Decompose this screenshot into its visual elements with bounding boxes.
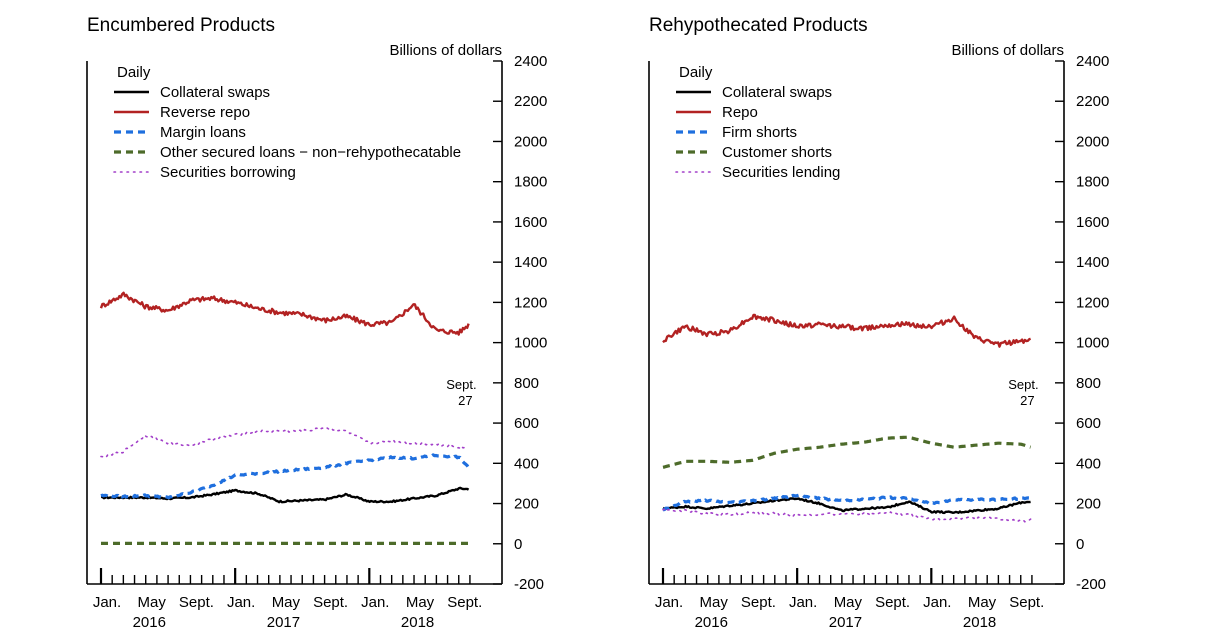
series-line-repo (662, 313, 1032, 348)
x-month-label: Sept. (875, 594, 910, 611)
x-month-label: Jan. (227, 594, 255, 611)
legend-entry: Other secured loans − non−rehypothecatab… (160, 144, 461, 161)
x-month-label: Sept. (741, 594, 776, 611)
series-line-securities-borrowing (100, 427, 470, 459)
series-line-firm-shorts (662, 493, 1032, 512)
x-month-label: Jan. (361, 594, 389, 611)
x-month-label: Sept. (313, 594, 348, 611)
y-tick-label: 1600 (514, 214, 547, 231)
x-year-label: 2017 (267, 614, 300, 630)
date-annotation-line-1: Sept. (1008, 377, 1038, 392)
y-tick-label: 800 (1076, 375, 1101, 392)
x-year-label: 2018 (401, 614, 434, 630)
y-tick-label: 1600 (1076, 214, 1109, 231)
y-tick-label: 1400 (1076, 254, 1109, 271)
y-tick-label: -200 (1076, 576, 1106, 593)
y-tick-label: 2200 (514, 93, 547, 110)
x-year-label: 2016 (133, 614, 166, 630)
date-annotation-line-2: 27 (458, 393, 472, 408)
legend-entry: Securities borrowing (160, 164, 296, 181)
x-month-label: Jan. (655, 594, 683, 611)
y-tick-label: 1000 (514, 335, 547, 352)
x-year-label: 2016 (695, 614, 728, 630)
y-axis-unit-label: Billions of dollars (389, 42, 502, 59)
y-tick-label: 1200 (1076, 294, 1109, 311)
legend-entry: Customer shorts (722, 144, 832, 161)
x-year-label: 2017 (829, 614, 862, 630)
y-tick-label: 1400 (514, 254, 547, 271)
series-line-margin-loans (100, 453, 470, 500)
y-tick-label: 2200 (1076, 93, 1109, 110)
date-annotation-line-2: 27 (1020, 393, 1034, 408)
series-line-collateral-swaps (662, 497, 1031, 515)
legend-entry: Firm shorts (722, 124, 797, 141)
y-tick-label: 2400 (514, 53, 547, 70)
y-tick-label: 2400 (1076, 53, 1109, 70)
x-month-label: Sept. (1009, 594, 1044, 611)
y-tick-label: 200 (514, 496, 539, 513)
series-line-collateral-swaps (100, 486, 470, 504)
y-tick-label: -200 (514, 576, 544, 593)
y-tick-label: 600 (1076, 415, 1101, 432)
series-line-securities-lending (662, 508, 1032, 523)
y-tick-label: 0 (514, 536, 522, 553)
legend-entry: Repo (722, 104, 758, 121)
y-tick-label: 600 (514, 415, 539, 432)
x-month-label: May (700, 594, 729, 611)
x-month-label: May (138, 594, 167, 611)
x-month-label: May (834, 594, 863, 611)
x-month-label: Jan. (93, 594, 121, 611)
y-tick-label: 2000 (514, 133, 547, 150)
legend-entry: Margin loans (160, 124, 246, 141)
y-tick-label: 2000 (1076, 133, 1109, 150)
x-month-label: May (406, 594, 435, 611)
legend-entry: Securities lending (722, 164, 840, 181)
y-axis-unit-label: Billions of dollars (951, 42, 1064, 59)
x-month-label: Jan. (923, 594, 951, 611)
legend-frequency-label: Daily (679, 64, 713, 81)
series-line-customer-shorts (662, 435, 1032, 469)
x-year-label: 2018 (963, 614, 996, 630)
x-month-label: May (968, 594, 997, 611)
legend-entry: Reverse repo (160, 104, 250, 121)
date-annotation-line-1: Sept. (446, 377, 476, 392)
y-tick-label: 800 (514, 375, 539, 392)
y-tick-label: 1200 (514, 294, 547, 311)
chart-title: Rehypothecated Products (649, 15, 868, 36)
legend-frequency-label: Daily (117, 64, 151, 81)
y-tick-label: 400 (514, 455, 539, 472)
chart-panel-2: Rehypothecated Products Billions of dolla… (648, 15, 1109, 631)
series-line-reverse-repo (99, 291, 470, 336)
x-month-label: Sept. (179, 594, 214, 611)
y-tick-label: 0 (1076, 536, 1084, 553)
y-tick-label: 200 (1076, 496, 1101, 513)
x-month-label: Sept. (447, 594, 482, 611)
legend-entry: Collateral swaps (160, 84, 270, 101)
chart-panel-1: Encumbered Products Billions of dollars -2… (86, 15, 547, 631)
y-tick-label: 400 (1076, 455, 1101, 472)
x-month-label: Jan. (789, 594, 817, 611)
x-month-label: May (272, 594, 301, 611)
legend-entry: Collateral swaps (722, 84, 832, 101)
y-tick-label: 1800 (514, 174, 547, 191)
chart-title: Encumbered Products (87, 15, 275, 36)
y-tick-label: 1800 (1076, 174, 1109, 191)
y-tick-label: 1000 (1076, 335, 1109, 352)
